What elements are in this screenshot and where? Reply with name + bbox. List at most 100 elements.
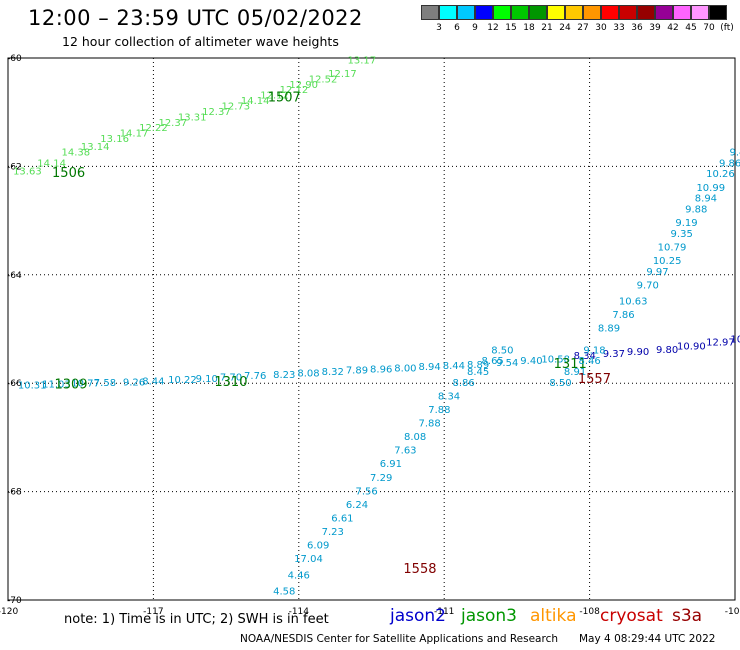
swh-value-label: 8.96 (370, 364, 392, 375)
map-subtitle: 12 hour collection of altimeter wave hei… (62, 34, 339, 49)
color-swatch (691, 5, 709, 20)
swh-value-label: 12.12 (260, 91, 289, 102)
swh-value-label: 10.58 (541, 355, 570, 366)
color-swatch (637, 5, 655, 20)
color-scale-label: 30 (595, 23, 607, 33)
lon-tick-label: -108 (579, 607, 600, 617)
swh-value-label: 8.94 (695, 194, 717, 205)
lat-tick-label: -70 (7, 596, 22, 606)
swh-value-label: 13.16 (100, 134, 129, 145)
color-swatch (493, 5, 511, 20)
color-scale-label: 18 (523, 23, 535, 33)
swh-value-label: 13.14 (81, 142, 110, 153)
swh-value-label: 8.86 (452, 378, 474, 389)
color-scale-label: 70 (703, 23, 715, 33)
swh-value-label: 7.56 (356, 486, 378, 497)
swh-value-label: 7.70 (220, 372, 242, 383)
swh-value-label: 4.46 (288, 570, 310, 581)
swh-value-label: 10.31 (18, 381, 47, 392)
swh-value-label: 10.22 (168, 375, 197, 386)
swh-value-label: 8.89 (598, 324, 620, 335)
swh-value-label: 6.24 (346, 500, 368, 511)
swh-value-label: 10.79 (658, 242, 687, 253)
lat-tick-label: -66 (7, 379, 22, 389)
lon-tick-label: -114 (289, 607, 310, 617)
swh-value-label: 8.08 (404, 432, 426, 443)
swh-value-label: 14.14 (37, 158, 66, 169)
swh-value-label: 13.17 (347, 55, 376, 66)
color-scale-label: 24 (559, 23, 571, 33)
color-scale-label: 6 (454, 23, 460, 33)
swh-value-label: 12.97 (706, 337, 735, 348)
footer-credit: NOAA/NESDIS Center for Satellite Applica… (240, 633, 558, 645)
lon-tick-label: -120 (0, 607, 18, 617)
color-scale-label: 33 (613, 23, 625, 33)
swh-value-label: 9.88 (685, 204, 707, 215)
lon-tick-label: -105 (725, 607, 740, 617)
swh-value-label: 8.23 (273, 370, 295, 381)
legend-jason3: jason3 (461, 606, 517, 626)
color-scale-label: 3 (436, 23, 442, 33)
color-swatch (457, 5, 475, 20)
color-scale-label: 42 (667, 23, 679, 33)
swh-value-label: 10.77 (71, 378, 100, 389)
swh-value-label: 9.90 (627, 347, 649, 358)
swh-value-label: 9.10 (196, 374, 218, 385)
swh-value-label: 10.90 (677, 342, 706, 353)
swh-value-label: 6.61 (331, 513, 353, 524)
swh-value-label: 7.76 (244, 371, 266, 382)
legend-s3a: s3a (672, 606, 703, 626)
lon-tick-label: -111 (434, 607, 454, 617)
swh-value-label: 12.12 (280, 85, 309, 96)
swh-value-label: 7.86 (612, 310, 634, 321)
color-scale-label: 36 (631, 23, 643, 33)
swh-value-label: 9.26 (123, 377, 145, 388)
color-scale-label: 12 (487, 23, 499, 33)
orbit-pass-label: 1557 (578, 372, 611, 387)
color-swatch (475, 5, 493, 20)
swh-value-label: 10.26 (706, 169, 735, 180)
swh-value-label: 10.99 (696, 183, 725, 194)
swh-value-label: 12.73 (221, 101, 250, 112)
color-swatch (511, 5, 529, 20)
swh-value-label: 8.91 (564, 367, 586, 378)
color-swatch (439, 5, 457, 20)
color-scale-label: 9 (472, 23, 478, 33)
swh-value-label: 7.23 (322, 527, 344, 538)
color-swatch (709, 5, 727, 20)
swh-value-label: 12.22 (139, 123, 168, 134)
swh-value-label: 8.65 (482, 356, 504, 367)
swh-value-label: 17.04 (294, 554, 323, 565)
swh-value-label: 9.37 (603, 349, 625, 360)
swh-value-label: 10.25 (653, 256, 682, 267)
swh-value-label: 8.32 (322, 367, 344, 378)
swh-value-label: 14.17 (120, 129, 149, 140)
swh-value-label: 13.31 (178, 112, 207, 123)
orbit-pass-label: 1309 (54, 378, 87, 393)
color-scale-label: 21 (541, 23, 553, 33)
swh-value-label: 10.09 (730, 335, 740, 346)
orbit-pass-label: 1506 (52, 166, 85, 181)
swh-value-label: 7.63 (394, 446, 416, 457)
swh-value-label: 7.88 (419, 419, 441, 430)
swh-value-label: 10.63 (619, 297, 648, 308)
swh-value-label: 12.37 (158, 118, 187, 129)
color-scale-label: 15 (505, 23, 517, 33)
swh-value-label: 6.09 (307, 541, 329, 552)
swh-value-label: 12.37 (202, 107, 231, 118)
lon-tick-label: -117 (143, 607, 163, 617)
lat-tick-label: -60 (7, 54, 22, 64)
map-frame (7, 57, 736, 601)
color-scale-label: 39 (649, 23, 661, 33)
swh-value-label: 8.50 (491, 345, 513, 356)
color-swatch (421, 5, 439, 20)
swh-value-label: 7.89 (346, 365, 368, 376)
footer-timestamp: May 4 08:29:44 UTC 2022 (579, 633, 716, 645)
swh-value-label: 8.44 (142, 376, 164, 387)
swh-value-label: 14.14 (241, 96, 270, 107)
swh-value-label: 7.58 (94, 378, 116, 389)
swh-value-label: 8.94 (419, 362, 441, 373)
lat-tick-label: -68 (7, 488, 22, 498)
units-note: note: 1) Time is in UTC; 2) SWH is in fe… (64, 612, 329, 627)
color-swatch (655, 5, 673, 20)
